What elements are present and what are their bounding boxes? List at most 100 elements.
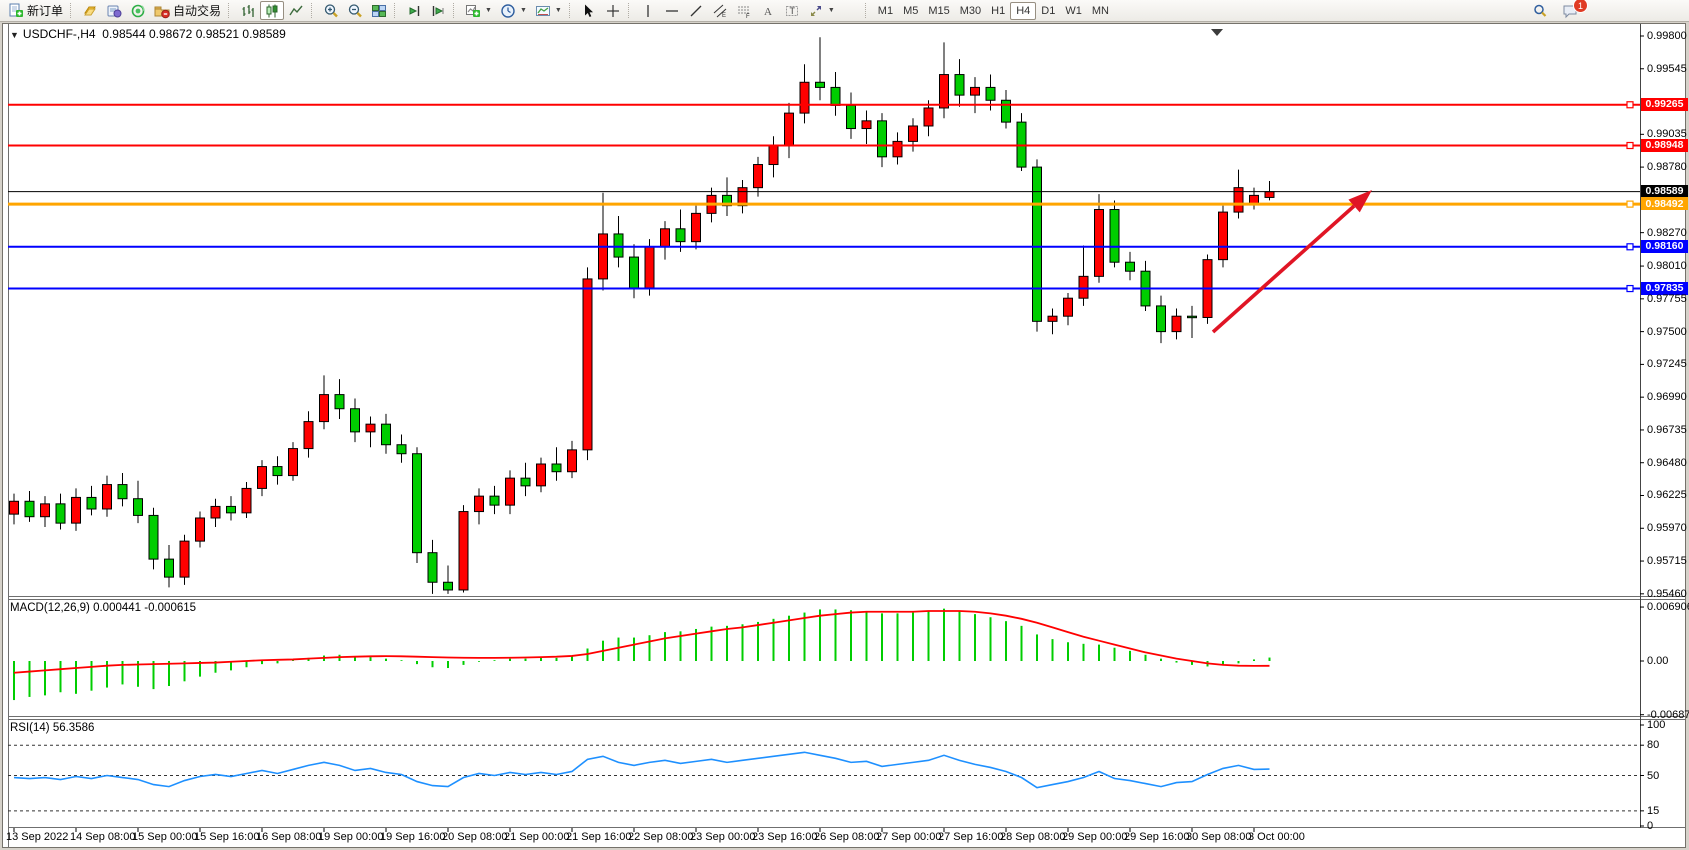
trend-arrow-line[interactable]: [1211, 204, 1356, 334]
tile-windows-button[interactable]: [367, 1, 391, 20]
candle-body: [753, 164, 763, 189]
toolbar-separator: [864, 3, 870, 18]
candle-body: [1156, 305, 1166, 333]
candle-body: [691, 212, 701, 243]
timeframe-m5-button[interactable]: M5: [898, 2, 923, 20]
candle-body: [1001, 99, 1011, 123]
toolbar-separator: [453, 3, 458, 18]
templates-button[interactable]: ▼: [531, 1, 566, 20]
zoom-out-button[interactable]: [343, 1, 367, 20]
candle-body: [412, 453, 422, 554]
fibonacci-icon: F: [737, 6, 750, 19]
text-label-button[interactable]: T: [780, 1, 804, 20]
search-icon: [1534, 4, 1547, 17]
candle-body: [443, 581, 453, 591]
equidistant-channel-button[interactable]: E: [708, 1, 732, 20]
line-chart-button[interactable]: [284, 1, 308, 20]
timeframe-h1-button[interactable]: H1: [986, 2, 1010, 20]
auto-trading-button[interactable]: 自动交易: [150, 1, 225, 20]
candle-body: [102, 484, 112, 510]
candle-body: [1171, 315, 1182, 333]
candle-body: [319, 394, 329, 423]
candle-body: [458, 511, 469, 591]
trend-arrow-head[interactable]: [1348, 190, 1372, 213]
candle-body: [939, 74, 949, 109]
candle-body: [334, 394, 345, 410]
candle-body: [970, 86, 980, 96]
cursor-button[interactable]: [577, 1, 601, 20]
candle-body: [551, 463, 562, 473]
zoom-in-button[interactable]: [319, 1, 343, 20]
candle-body: [1047, 315, 1058, 322]
candle-body: [210, 505, 221, 519]
auto-trading-icon: [154, 6, 170, 18]
candle-body: [1094, 209, 1104, 277]
candle-body: [1187, 315, 1197, 319]
chart-profile-icon: [84, 6, 96, 15]
main-toolbar: 新订单 自动交易 ▼ ▼: [0, 0, 1689, 22]
candle-body: [288, 448, 298, 477]
periods-caret-icon: ▼: [519, 7, 527, 14]
price-line-handle[interactable]: [1626, 243, 1634, 251]
candle-body: [179, 540, 190, 578]
timeframe-mn-button[interactable]: MN: [1087, 2, 1114, 20]
horizontal-line-button[interactable]: [660, 1, 684, 20]
text-button[interactable]: A: [756, 1, 780, 20]
indicators-icon: [466, 4, 481, 17]
price-line-handle[interactable]: [1626, 284, 1634, 293]
new-order-button[interactable]: 新订单: [4, 1, 67, 20]
vertical-line-button[interactable]: [636, 1, 660, 20]
candle-body: [1109, 209, 1120, 263]
price-line-handle[interactable]: [1626, 141, 1634, 150]
periods-button[interactable]: ▼: [496, 1, 531, 20]
candle-body: [846, 104, 856, 130]
horizontal-line-icon: [665, 9, 678, 12]
arrows-button[interactable]: ▼: [804, 1, 839, 20]
arrows-caret-icon: ▼: [827, 7, 835, 14]
candle-body: [1264, 191, 1275, 198]
candle-body: [923, 107, 934, 127]
crosshair-button[interactable]: [601, 1, 625, 20]
candle-body: [303, 421, 314, 450]
candle-body: [768, 144, 779, 166]
market-watch-button[interactable]: [102, 1, 126, 20]
price-line-handle[interactable]: [1626, 200, 1634, 208]
candle-body: [908, 125, 918, 142]
candle-body: [474, 495, 484, 513]
macd-signal-line: [13, 610, 1270, 674]
chart-shift-button[interactable]: [426, 1, 450, 20]
svg-text:F: F: [746, 14, 750, 19]
candle-body: [241, 487, 252, 514]
candle-chart-button[interactable]: [260, 1, 285, 20]
candle-body: [86, 496, 97, 510]
crosshair-icon: [606, 4, 619, 17]
indicators-button[interactable]: ▼: [461, 1, 496, 20]
candle-body: [892, 140, 903, 158]
auto-scroll-button[interactable]: [402, 1, 426, 20]
navigator-button[interactable]: [126, 1, 150, 20]
notifications-button[interactable]: 1: [1558, 0, 1588, 20]
fibonacci-button[interactable]: F: [732, 1, 756, 20]
candle-body: [722, 194, 732, 207]
text-icon: A: [764, 6, 772, 18]
timeframe-m30-button[interactable]: M30: [955, 2, 986, 20]
candle-body: [1125, 261, 1135, 272]
arrows-tool-icon: [810, 5, 821, 16]
timeframe-w1-button[interactable]: W1: [1060, 2, 1087, 20]
candle-body: [737, 187, 748, 207]
search-button[interactable]: [1528, 1, 1552, 20]
timeframe-m1-button[interactable]: M1: [873, 2, 898, 20]
price-line-handle[interactable]: [1626, 101, 1634, 109]
bar-chart-button[interactable]: [236, 1, 260, 20]
candle-body: [629, 256, 639, 289]
chart-profile-button[interactable]: [78, 1, 102, 20]
timeframe-d1-button[interactable]: D1: [1036, 2, 1060, 20]
timeframe-m15-button[interactable]: M15: [923, 2, 954, 20]
candle-body: [861, 120, 872, 130]
timeframe-h4-button[interactable]: H4: [1010, 1, 1037, 20]
new-order-label: 新订单: [27, 4, 64, 18]
svg-text:E: E: [722, 13, 726, 19]
candle-body: [148, 514, 159, 560]
trendline-button[interactable]: [684, 1, 708, 20]
